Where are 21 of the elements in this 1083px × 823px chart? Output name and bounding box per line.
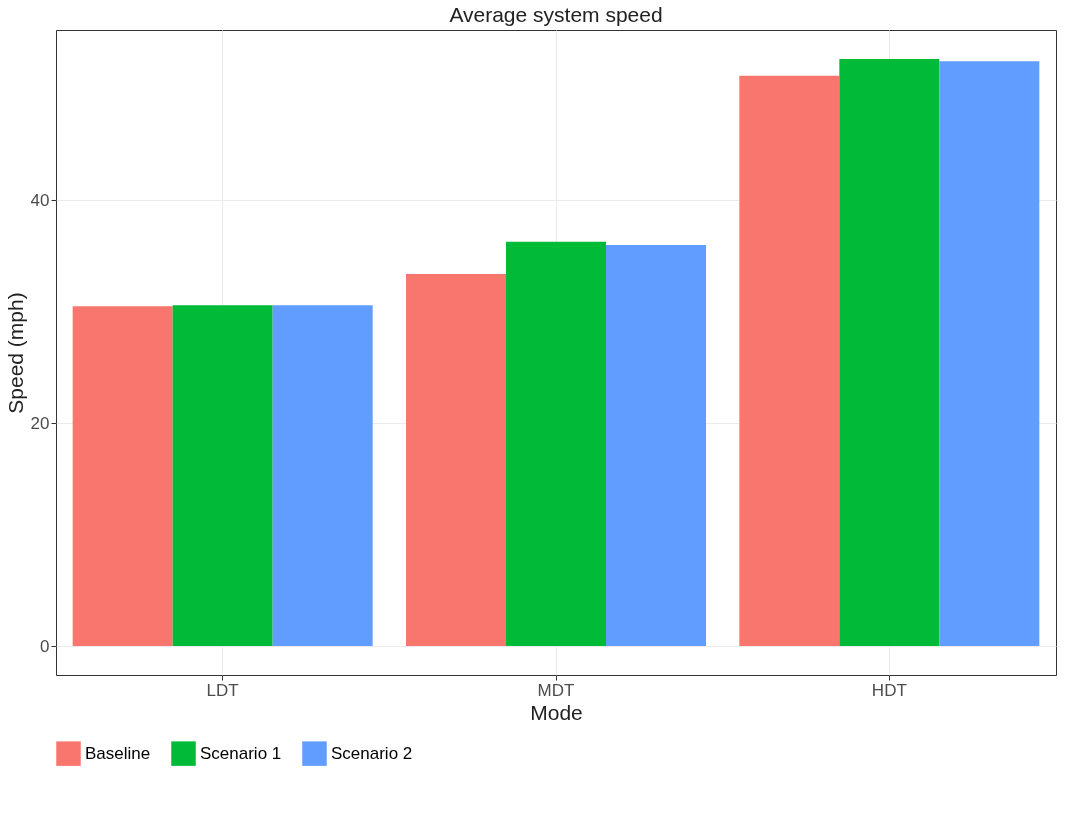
legend-label: Baseline [85, 743, 151, 763]
bar [406, 273, 506, 647]
chart-title: Average system speed [449, 3, 663, 26]
x-tick-label: MDT [537, 680, 575, 700]
x-tick-label: LDT [206, 680, 239, 700]
legend-label: Scenario 2 [331, 743, 413, 763]
bar [506, 241, 606, 647]
x-tick-label: HDT [871, 680, 907, 700]
bar [72, 306, 173, 647]
bar [272, 305, 373, 647]
y-tick-label: 0 [40, 636, 50, 656]
y-axis-title: Speed (mph) [3, 292, 27, 414]
y-tick-label: 20 [30, 413, 50, 433]
bar [839, 58, 940, 647]
bar [172, 305, 273, 647]
bar [939, 61, 1040, 647]
bar [739, 75, 840, 647]
bar [606, 245, 706, 647]
x-axis-title: Mode [530, 700, 583, 724]
legend-label: Scenario 1 [200, 743, 282, 763]
y-tick-label: 40 [30, 190, 50, 210]
